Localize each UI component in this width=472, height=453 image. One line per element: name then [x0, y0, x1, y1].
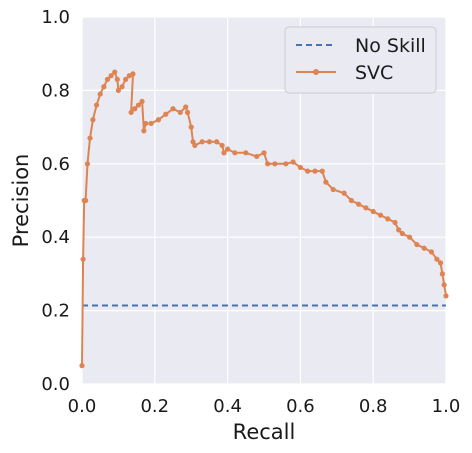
data-point-svc	[319, 168, 325, 174]
legend-box	[284, 26, 437, 94]
x-tick-label: 0.2	[140, 396, 169, 417]
data-point-svc	[356, 201, 362, 207]
data-point-svc	[421, 245, 427, 251]
data-point-svc	[437, 260, 444, 266]
data-point-svc	[214, 139, 220, 145]
data-point-svc	[396, 227, 402, 233]
data-point-svc	[108, 73, 114, 79]
data-point-svc	[225, 146, 231, 152]
data-point-svc	[80, 256, 86, 262]
data-point-svc	[265, 161, 271, 167]
data-point-svc	[170, 106, 176, 112]
data-point-svc	[128, 109, 134, 116]
y-tick-label: 0.8	[41, 80, 70, 101]
data-point-svc	[330, 186, 336, 193]
data-point-svc	[90, 117, 96, 123]
x-axis-label: Recall	[233, 420, 296, 444]
data-point-svc	[97, 91, 103, 97]
data-point-svc	[283, 161, 289, 167]
y-tick-label: 0.0	[41, 374, 70, 395]
data-point-svc	[243, 150, 249, 156]
data-point-svc	[192, 142, 198, 149]
data-point-svc	[139, 98, 145, 105]
legend-svc-label: SVC	[355, 62, 393, 84]
data-point-svc	[93, 102, 100, 108]
legend-svc-marker	[313, 69, 319, 75]
data-point-svc	[399, 230, 405, 237]
y-tick-label: 0.2	[41, 301, 70, 322]
data-point-svc	[272, 161, 278, 167]
data-point-svc	[290, 159, 296, 165]
data-point-svc	[305, 168, 311, 174]
data-point-svc	[184, 109, 191, 116]
data-point-svc	[83, 197, 89, 204]
data-point-svc	[377, 212, 384, 218]
data-point-svc	[370, 208, 376, 215]
x-tick-label: 0.6	[286, 396, 315, 417]
data-point-svc	[123, 76, 129, 82]
data-point-svc	[232, 150, 238, 156]
data-point-svc	[101, 84, 107, 90]
x-tick-label: 0.8	[359, 396, 388, 417]
data-point-svc	[188, 124, 194, 130]
data-point-svc	[441, 282, 447, 288]
data-point-svc	[148, 120, 154, 127]
series-layer	[79, 69, 449, 369]
data-point-svc	[135, 102, 142, 108]
data-point-svc	[84, 161, 91, 167]
data-point-svc	[443, 293, 449, 299]
data-point-svc	[141, 128, 147, 134]
y-tick-label: 0.4	[41, 227, 70, 248]
data-point-svc	[434, 256, 440, 262]
data-point-svc	[219, 142, 225, 149]
y-axis-label: Precision	[9, 154, 33, 248]
legend-no-skill-label: No Skill	[355, 35, 426, 57]
data-point-svc	[155, 117, 162, 123]
data-point-svc	[79, 363, 85, 369]
data-point-svc	[363, 205, 369, 211]
data-point-svc	[130, 71, 136, 77]
data-point-svc	[385, 216, 391, 222]
data-point-svc	[87, 135, 93, 141]
data-point-svc	[392, 219, 398, 226]
data-point-svc	[115, 87, 121, 93]
data-point-svc	[323, 179, 329, 185]
data-point-svc	[341, 190, 347, 196]
data-point-svc	[254, 153, 260, 160]
data-point-svc	[163, 111, 169, 117]
y-tick-label: 0.6	[41, 154, 70, 175]
data-point-svc	[132, 106, 138, 112]
data-point-svc	[414, 241, 420, 248]
data-point-svc	[261, 150, 267, 156]
data-point-svc	[104, 76, 111, 82]
x-tick-label: 1.0	[432, 396, 461, 417]
data-point-svc	[221, 150, 227, 156]
data-point-svc	[119, 84, 125, 90]
data-point-svc	[439, 271, 445, 277]
x-tick-label: 0.0	[68, 396, 97, 417]
data-point-svc	[143, 120, 149, 127]
data-point-svc	[199, 139, 205, 145]
data-point-svc	[206, 139, 212, 145]
data-point-svc	[112, 69, 118, 75]
data-point-svc	[183, 104, 189, 110]
tick-labels: 0.0 0.2 0.4 0.6 0.8 1.0 0.0 0.2 0.4 0.6 0.8 1.0	[41, 7, 460, 417]
data-point-svc	[428, 249, 435, 255]
data-point-svc	[348, 197, 354, 204]
data-point-svc	[177, 109, 183, 116]
data-point-svc	[297, 164, 303, 171]
data-point-svc	[114, 76, 120, 82]
legend: No Skill SVC	[284, 26, 437, 94]
data-point-svc	[407, 234, 413, 240]
y-tick-label: 1.0	[41, 7, 70, 28]
x-tick-label: 0.4	[213, 396, 242, 417]
data-point-svc	[312, 168, 318, 174]
